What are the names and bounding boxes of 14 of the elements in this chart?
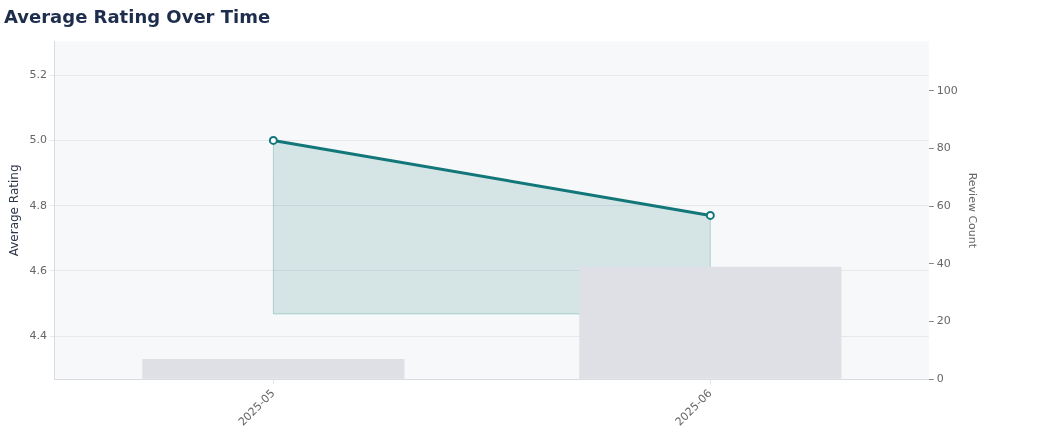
y2-tick-label: 20 <box>936 314 951 328</box>
y-tick-label: 5.2 <box>29 68 47 82</box>
y-axis-title: Average Rating <box>7 164 22 257</box>
y2-tick-label: 80 <box>936 141 951 155</box>
y-tick-label: 4.8 <box>29 198 47 212</box>
y-tick-label: 4.4 <box>29 328 47 342</box>
y2-tick-label: 60 <box>936 198 951 212</box>
y-tick-label: 4.6 <box>29 263 47 277</box>
y2-tick-label: 40 <box>936 256 951 270</box>
y2-tick-label: 0 <box>936 372 944 386</box>
y2-axis-title: Review Count <box>965 172 979 249</box>
chart-title: Average Rating Over Time <box>4 6 271 28</box>
y-tick-label: 5.0 <box>29 133 47 147</box>
y2-tick-label: 100 <box>936 83 958 97</box>
